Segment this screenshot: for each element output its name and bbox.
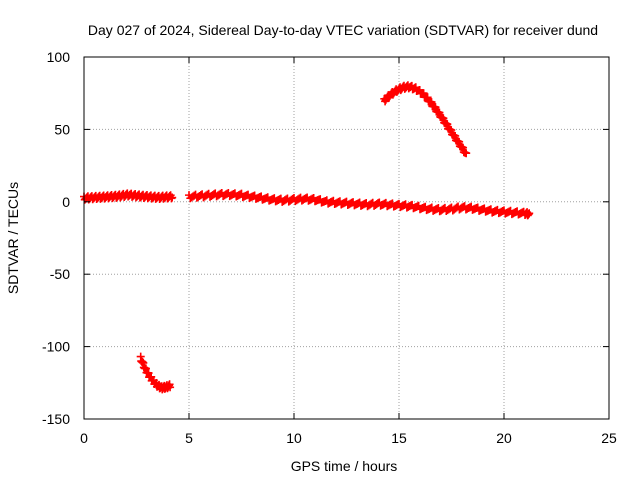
- x-tick-label: 5: [185, 430, 193, 446]
- series-main-track-b: [185, 188, 534, 220]
- x-tick-label: 25: [601, 430, 617, 446]
- series-high-arc: [380, 81, 471, 158]
- y-tick-label: 0: [62, 194, 70, 210]
- chart-title: Day 027 of 2024, Sidereal Day-to-day VTE…: [88, 22, 598, 38]
- y-tick-label: -100: [42, 339, 70, 355]
- data-point: [462, 149, 471, 158]
- y-tick-label: 100: [47, 49, 71, 65]
- plot-frame: [83, 56, 610, 420]
- y-tick-label: -50: [50, 266, 70, 282]
- ticks: [83, 56, 610, 420]
- x-tick-label: 10: [286, 430, 302, 446]
- data-point: [166, 383, 175, 392]
- data-point: [525, 209, 534, 218]
- y-axis-label: SDTVAR / TECUs: [5, 182, 21, 294]
- x-tick-label: 15: [391, 430, 407, 446]
- series-main-track-a: [80, 189, 177, 204]
- data-layer: [80, 81, 534, 394]
- x-axis-label: GPS time / hours: [291, 458, 398, 474]
- data-point: [168, 193, 177, 202]
- y-tick-label: 50: [54, 121, 70, 137]
- x-tick-label: 20: [496, 430, 512, 446]
- tick-labels: 0 5 10 15 20 25 -150 -100 -50 0 50 100: [42, 49, 617, 446]
- series-low-arc: [136, 352, 175, 394]
- x-tick-label: 0: [80, 430, 88, 446]
- y-tick-label: -150: [42, 411, 70, 427]
